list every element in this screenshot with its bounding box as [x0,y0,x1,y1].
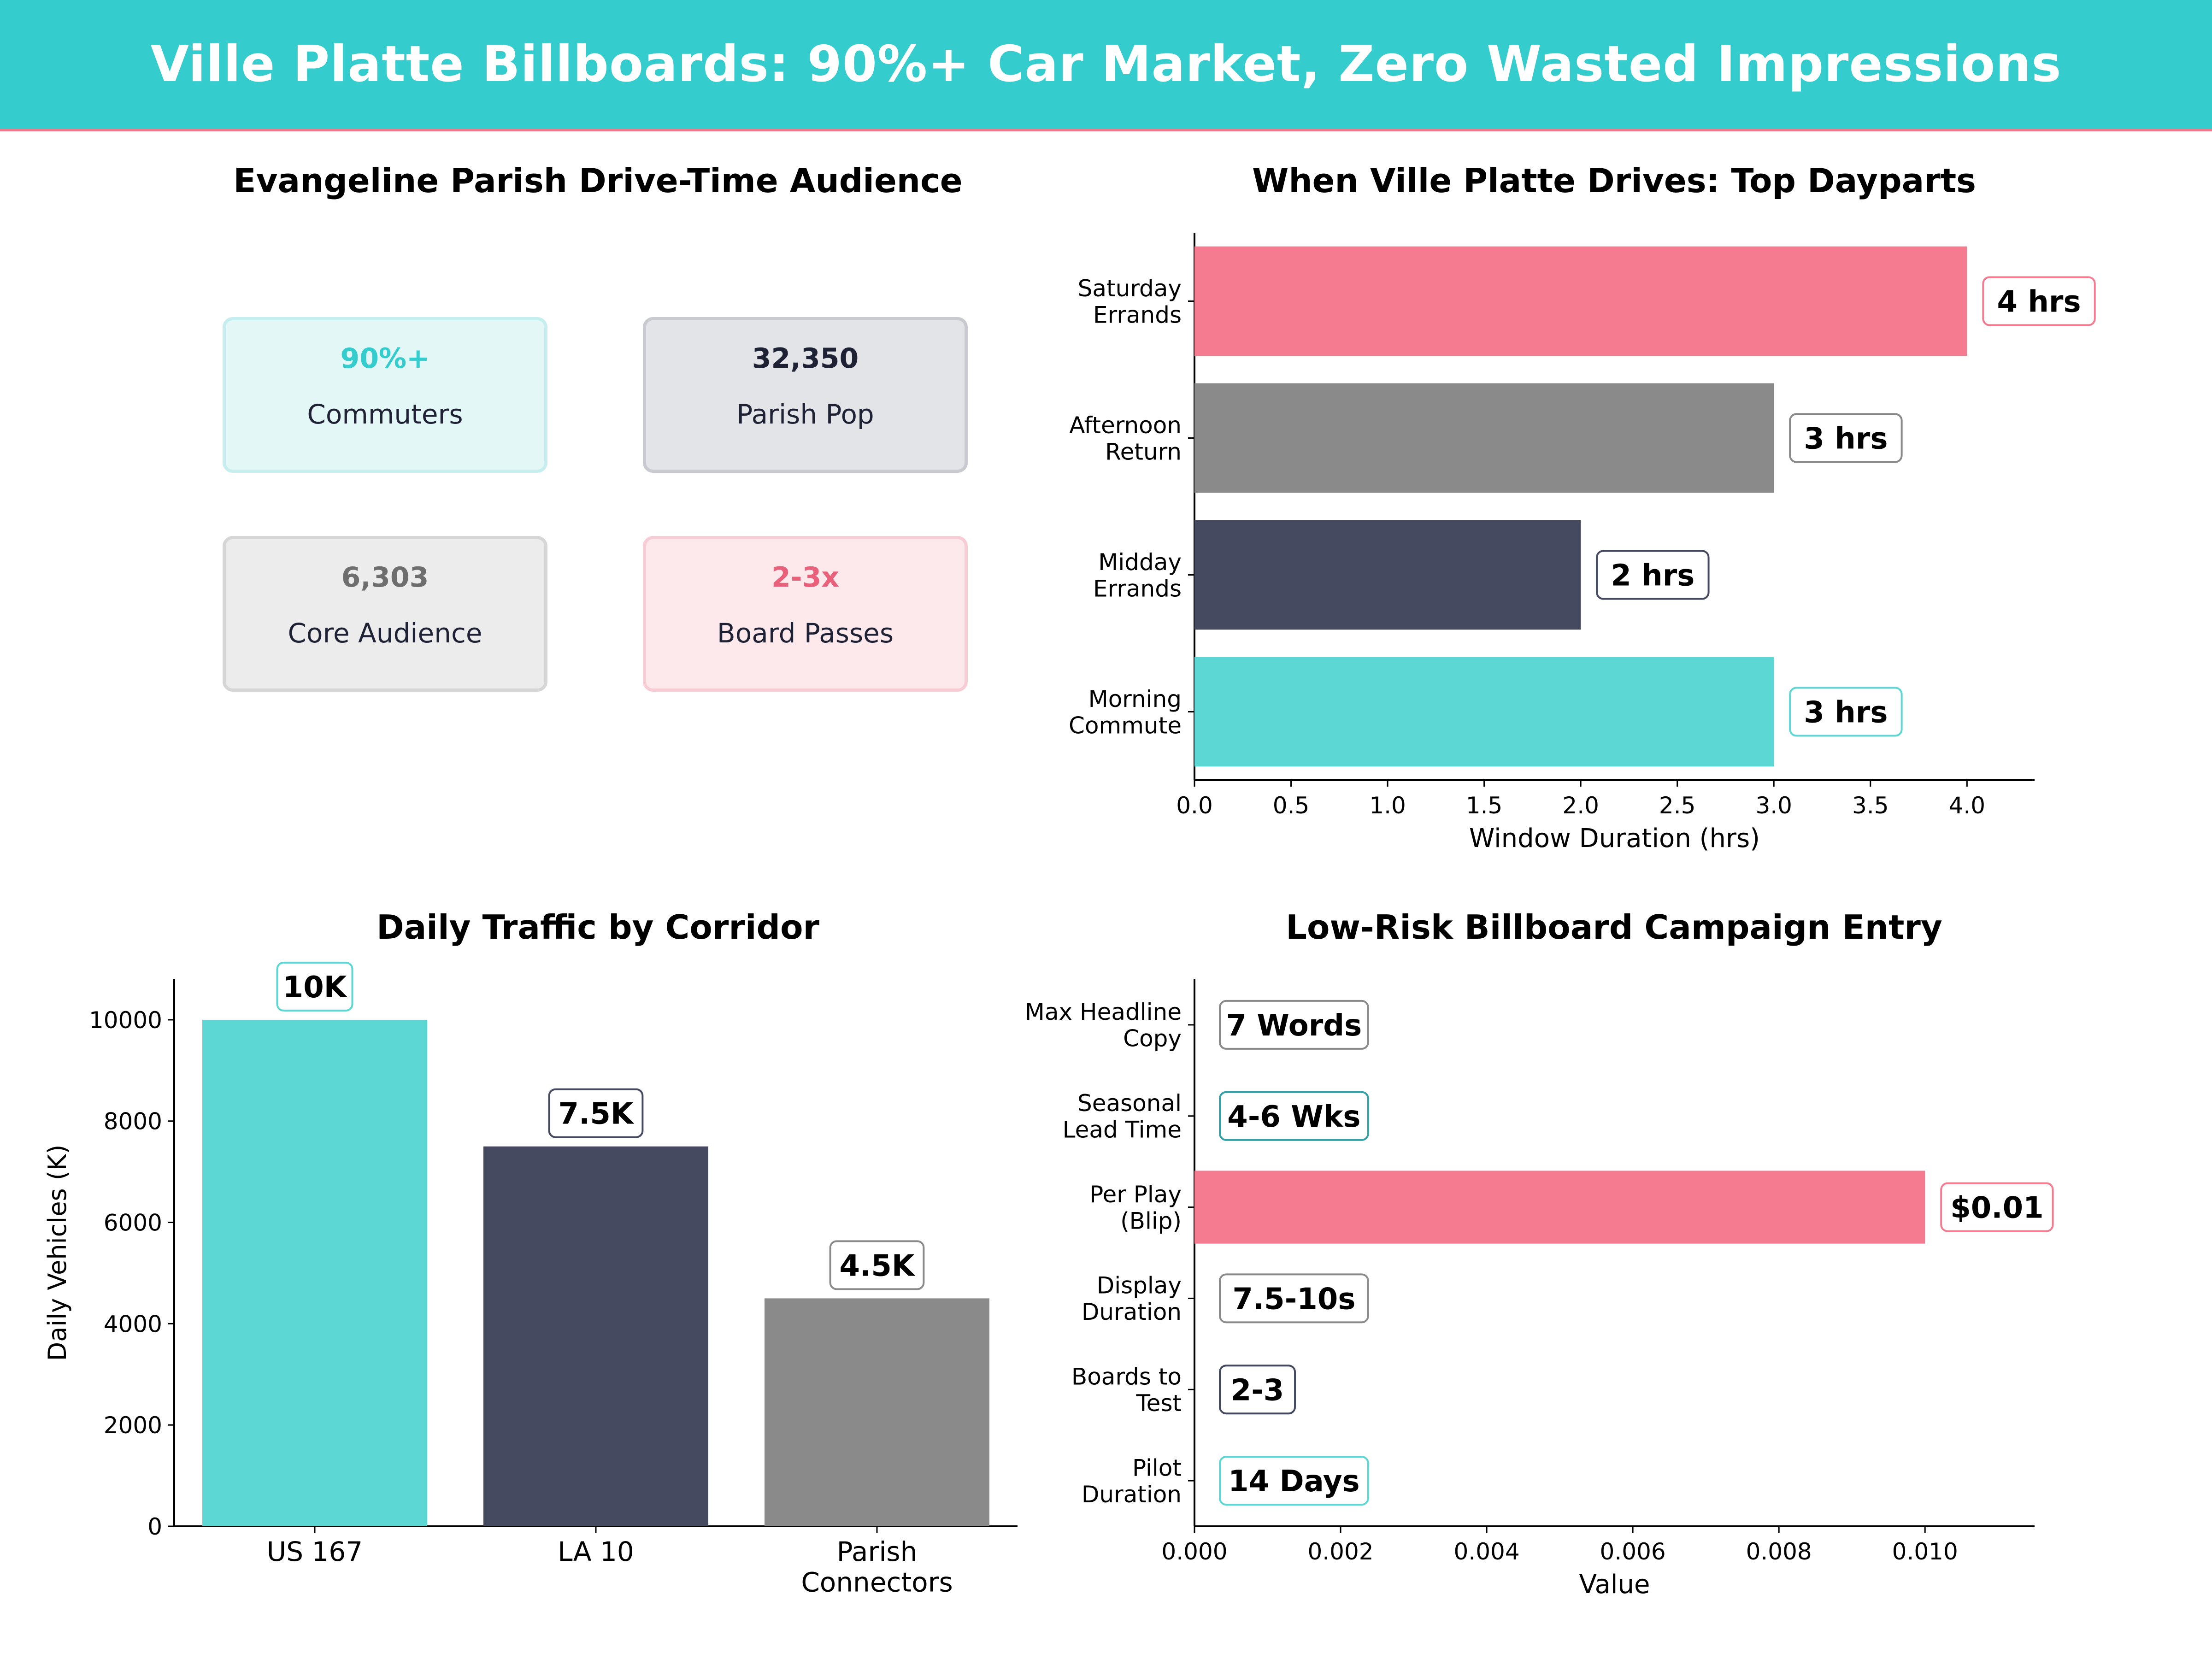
x-tick-label: 0.0 [1176,792,1213,819]
bar [1194,657,1774,767]
x-tick-label: Parish Connectors [801,1536,953,1598]
y-tick-label: Boards to Test [1071,1364,1182,1417]
x-tick-label: LA 10 [558,1536,634,1567]
x-tick-label: 0.000 [1161,1538,1227,1565]
data-label: 3 hrs [1804,422,1888,456]
dayparts-chart-title: When Ville Platte Drives: Top Dayparts [1252,161,1977,200]
y-tick-label: 6000 [104,1210,162,1236]
data-label: 14 Days [1228,1465,1360,1499]
x-tick-label: 2.0 [1562,792,1599,819]
bar [1194,383,1774,493]
data-label-box [276,961,353,1012]
y-axis-label: Daily Vehicles (K) [43,1145,72,1361]
data-label-box [1789,413,1903,463]
bar [1194,520,1581,630]
card-value: 90%+ [340,342,430,375]
y-tick-label: Seasonal Lead Time [1063,1090,1182,1143]
card-value: 6,303 [341,561,429,594]
card-value: 32,350 [752,342,859,375]
x-tick-label: 0.002 [1307,1538,1373,1565]
card-label: Core Audience [288,618,482,649]
x-axis-label: Window Duration (hrs) [1469,824,1760,853]
x-tick-label: 0.004 [1454,1538,1520,1565]
data-label: $0.01 [1950,1191,2043,1225]
audience-panel-title: Evangeline Parish Drive-Time Audience [233,161,963,200]
y-tick-label: 8000 [104,1108,162,1135]
data-label-box [1982,276,2096,326]
y-tick-label: 2000 [104,1412,162,1439]
data-label: 3 hrs [1804,696,1888,730]
data-label: 4 hrs [1997,285,2081,319]
x-tick-label: 0.010 [1892,1538,1958,1565]
y-tick-label: Pilot Duration [1082,1454,1182,1508]
data-label-box [1596,550,1710,600]
x-tick-label: 3.0 [1755,792,1792,819]
y-tick-label: Display Duration [1082,1272,1182,1326]
bar [483,1146,708,1526]
data-label-box [1219,1456,1369,1506]
card-core-audience: 6,303 Core Audience [223,536,547,692]
bar [1194,246,1967,356]
data-label-box [548,1088,644,1138]
x-tick-label: US 167 [267,1536,363,1567]
y-tick-label: 4000 [104,1311,162,1337]
card-value: 2-3x [771,561,840,594]
bar [765,1298,989,1526]
card-label: Parish Pop [736,399,874,430]
x-tick-label: 0.008 [1746,1538,1812,1565]
x-tick-label: 3.5 [1852,792,1889,819]
traffic-chart-title: Daily Traffic by Corridor [376,908,820,947]
data-label-box [829,1240,925,1290]
data-label: 7.5-10s [1232,1282,1355,1316]
data-label: 4-6 Wks [1227,1100,1360,1134]
card-label: Commuters [307,399,463,430]
data-label-box [1219,1000,1369,1050]
y-tick-label: Morning Commute [1069,686,1182,739]
card-label: Board Passes [717,618,894,649]
x-tick-label: 4.0 [1949,792,1986,819]
data-label-box [1219,1091,1369,1141]
y-tick-label: Max Headline Copy [1025,999,1182,1052]
data-label: 4.5K [840,1249,916,1283]
page-title: Ville Platte Billboards: 90%+ Car Market… [150,35,2062,93]
data-label: 7 Words [1226,1009,1362,1043]
x-tick-label: 1.0 [1369,792,1406,819]
x-tick-label: 2.5 [1659,792,1696,819]
x-tick-label: 0.5 [1273,792,1310,819]
data-label-box [1219,1365,1296,1415]
y-tick-label: Saturday Errands [1078,275,1182,329]
bar [1194,1171,1925,1244]
y-tick-label: Per Play (Blip) [1089,1181,1182,1235]
y-tick-label: 0 [147,1513,162,1540]
bar [202,1019,427,1526]
x-tick-label: 0.006 [1600,1538,1666,1565]
header-banner: Ville Platte Billboards: 90%+ Car Market… [0,0,2212,131]
y-tick-label: Afternoon Return [1069,412,1182,465]
x-tick-label: 1.5 [1466,792,1503,819]
data-label: 2-3 [1231,1373,1284,1407]
data-label: 10K [283,971,348,1005]
campaign-chart-title: Low-Risk Billboard Campaign Entry [1286,908,1942,947]
y-tick-label: Midday Errands [1093,549,1182,602]
card-parish-pop: 32,350 Parish Pop [643,317,968,473]
card-board-passes: 2-3x Board Passes [643,536,968,692]
data-label-box [1789,687,1903,737]
data-label: 2 hrs [1611,559,1694,593]
card-commuters: 90%+ Commuters [223,317,547,473]
x-axis-label: Value [1579,1570,1650,1600]
data-label-box [1940,1182,2054,1232]
data-label: 7.5K [559,1097,635,1131]
data-label-box [1219,1273,1369,1324]
y-tick-label: 10000 [89,1007,162,1034]
